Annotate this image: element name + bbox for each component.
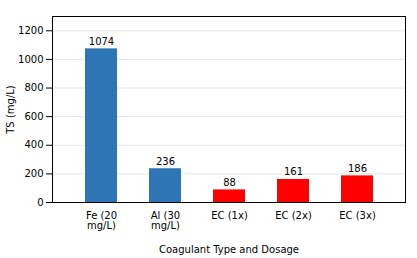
svg-text:186: 186 <box>348 163 367 174</box>
svg-text:0: 0 <box>37 197 43 208</box>
svg-text:Coagulant Type and Dosage: Coagulant Type and Dosage <box>159 244 299 255</box>
svg-text:88: 88 <box>223 177 236 188</box>
svg-text:161: 161 <box>284 166 303 177</box>
svg-text:Al (30mg/L): Al (30mg/L) <box>151 210 180 231</box>
svg-text:EC (3x): EC (3x) <box>339 210 376 221</box>
svg-text:1074: 1074 <box>89 36 114 47</box>
svg-text:1000: 1000 <box>18 54 43 65</box>
svg-text:1200: 1200 <box>18 25 43 36</box>
svg-text:800: 800 <box>24 82 43 93</box>
svg-text:236: 236 <box>156 156 175 167</box>
svg-text:400: 400 <box>24 139 43 150</box>
svg-text:EC (1x): EC (1x) <box>211 210 248 221</box>
svg-text:EC (2x): EC (2x) <box>275 210 312 221</box>
svg-text:TS (mg/L): TS (mg/L) <box>5 85 16 135</box>
svg-text:Fe (20mg/L): Fe (20mg/L) <box>86 210 117 231</box>
svg-text:600: 600 <box>24 111 43 122</box>
svg-text:200: 200 <box>24 168 43 179</box>
